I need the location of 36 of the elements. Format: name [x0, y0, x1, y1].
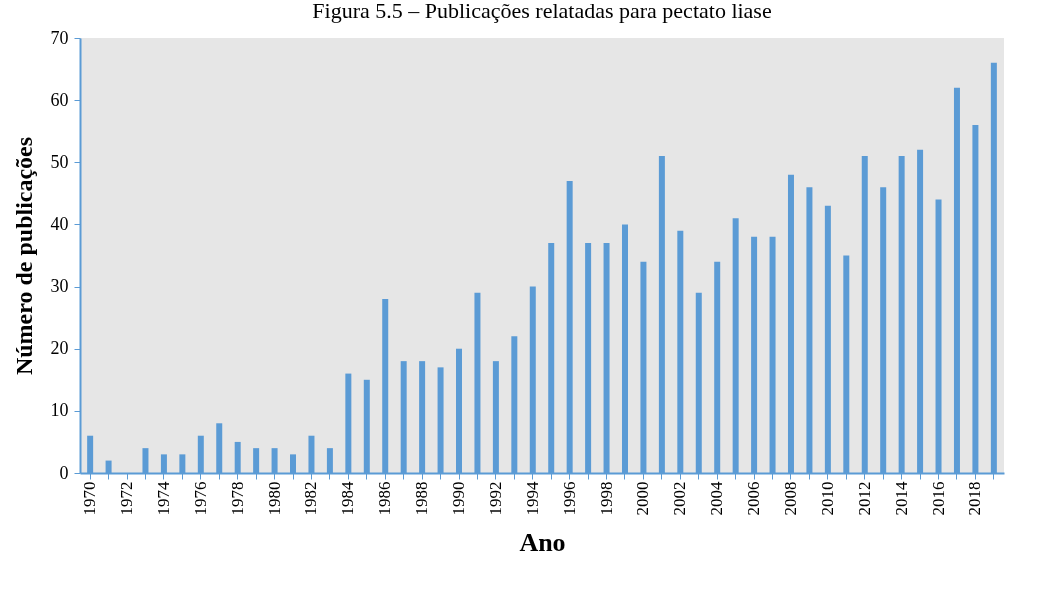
y-tick-label: 50: [50, 151, 69, 172]
x-tick-label: 2018: [965, 481, 985, 516]
x-tick-label: 2002: [670, 481, 690, 516]
x-tick-label: 1986: [375, 481, 395, 516]
x-tick-label: 1990: [449, 481, 469, 516]
y-tick-label: 10: [50, 400, 69, 421]
chart-title: Figura 5.5 – Publicações relatadas para pectato liase: [312, 0, 772, 23]
x-tick-label: 1972: [117, 481, 137, 516]
y-tick-label: 20: [50, 338, 69, 359]
x-tick-label: 1980: [264, 481, 284, 516]
y-tick-label: 70: [50, 27, 69, 48]
x-tick-label: 1970: [80, 481, 100, 516]
x-tick-label: 1974: [153, 481, 173, 516]
x-tick-label: 1982: [301, 481, 321, 516]
x-tick-label: 1996: [559, 481, 579, 516]
x-tick-label: 1984: [338, 481, 358, 516]
x-tick-label: 1994: [522, 481, 542, 516]
x-tick-label: 2008: [780, 481, 800, 516]
x-tick-label: 2016: [928, 481, 948, 516]
x-tick-label: 1998: [596, 481, 616, 516]
x-tick-label: 2014: [891, 481, 911, 516]
x-tick-label: 1976: [190, 481, 210, 516]
x-tick-label: 2012: [854, 481, 874, 516]
x-axis-title: Ano: [519, 527, 566, 557]
y-tick-label: 0: [59, 462, 69, 483]
y-tick-label: 60: [50, 89, 69, 110]
y-tick-label: 30: [50, 276, 69, 297]
x-tick-label: 2000: [633, 481, 653, 516]
y-axis-title: Número de publicações: [10, 136, 37, 376]
x-tick-label: 1978: [227, 481, 247, 516]
x-tick-label: 1992: [485, 481, 505, 516]
x-tick-label: 2006: [744, 481, 764, 516]
x-tick-label: 1988: [412, 481, 432, 516]
x-tick-label: 2004: [707, 481, 727, 516]
y-tick-label: 40: [50, 213, 69, 234]
x-tick-label: 2010: [817, 481, 837, 516]
